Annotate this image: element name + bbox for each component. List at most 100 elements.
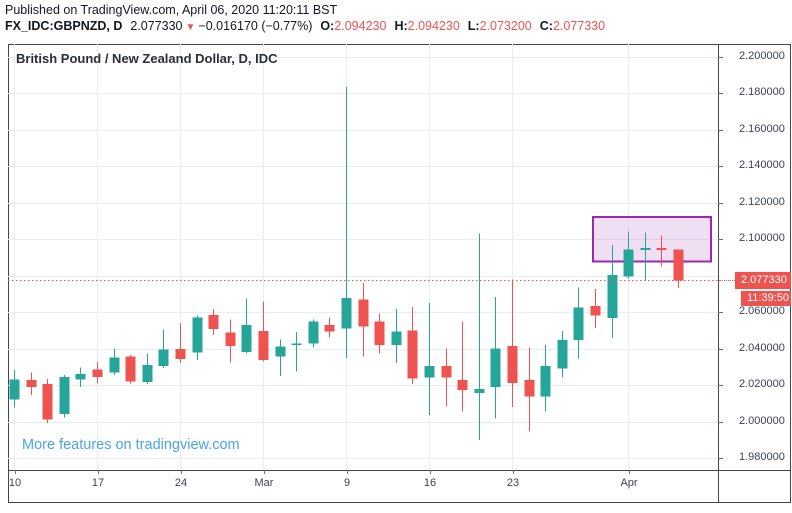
price-tick-label: 2.040000 (739, 342, 785, 354)
candle-body[interactable] (474, 389, 485, 394)
price-tick-mark (718, 312, 723, 313)
price-tick-mark (718, 203, 723, 204)
candle-body[interactable] (623, 249, 634, 277)
candle-body[interactable] (275, 346, 286, 357)
candle-body[interactable] (358, 299, 369, 327)
time-tick-mark (98, 470, 99, 474)
price-tick-label: 1.980000 (739, 451, 785, 463)
time-tick-mark (264, 470, 265, 474)
price-tick-label: 2.200000 (739, 50, 785, 62)
candle-body[interactable] (175, 349, 186, 360)
candle-body[interactable] (607, 275, 618, 319)
candle-body[interactable] (557, 340, 568, 369)
candle-body[interactable] (142, 365, 153, 382)
time-tick-label: Mar (254, 477, 274, 489)
time-tick-mark (430, 470, 431, 474)
candle-body[interactable] (92, 369, 103, 377)
chart-title: British Pound / New Zealand Dollar, D, I… (16, 51, 278, 66)
time-tick-label: 17 (91, 477, 105, 489)
candle-body[interactable] (507, 346, 518, 383)
candle-body[interactable] (291, 343, 302, 345)
price-chart-canvas[interactable] (8, 44, 718, 470)
candle-body[interactable] (391, 331, 402, 345)
candle-body[interactable] (374, 321, 385, 345)
time-tick-mark (15, 470, 16, 474)
close-label: C: (539, 19, 553, 33)
price-tick-label: 2.120000 (739, 196, 785, 208)
candle-body[interactable] (109, 357, 120, 373)
low-value: 2.073200 (479, 19, 532, 33)
price-tick-label: 2.160000 (739, 123, 785, 135)
time-tick-label: 16 (423, 477, 437, 489)
candle-body[interactable] (42, 383, 53, 420)
candle-body[interactable] (640, 248, 651, 250)
price-tick-mark (718, 239, 723, 240)
down-arrow-icon: ▼ (185, 22, 196, 33)
candle-body[interactable] (656, 248, 667, 250)
price-line-axis-extension (719, 280, 735, 281)
open-value: 2.094230 (334, 19, 387, 33)
candle-body[interactable] (208, 315, 219, 329)
time-tick-label: 9 (343, 477, 351, 489)
price-tick-mark (718, 166, 723, 167)
high-value: 2.094230 (407, 19, 460, 33)
open-group: O:2.094230 (320, 19, 386, 33)
candle-body[interactable] (424, 366, 435, 378)
price-tick-label: 2.060000 (739, 305, 785, 317)
price-tick-mark (718, 57, 723, 58)
low-label: L: (467, 19, 480, 33)
candle-body[interactable] (407, 330, 418, 379)
annotation-rectangle[interactable] (592, 216, 712, 263)
candle-body[interactable] (125, 356, 136, 382)
price-tick-label: 2.000000 (739, 415, 785, 427)
time-tick-mark (513, 470, 514, 474)
tradingview-watermark-link[interactable]: More features on tradingview.com (22, 437, 240, 453)
time-axis-divider (8, 470, 791, 471)
price-tick-mark (718, 422, 723, 423)
candle-body[interactable] (258, 331, 269, 360)
time-tick-label: Apr (620, 477, 638, 489)
price-tick-label: 2.020000 (739, 378, 785, 390)
candle-body[interactable] (524, 379, 535, 397)
price-tick-mark (718, 130, 723, 131)
high-group: H:2.094230 (394, 19, 459, 33)
candle-body[interactable] (241, 325, 252, 352)
price-tick-mark (718, 458, 723, 459)
candle-body[interactable] (26, 379, 37, 388)
symbol-status-line: FX_IDC:GBPNZD, D 2.077330 ▼ −0.016170 (−0.7… (5, 19, 605, 33)
price-tick-label: 2.140000 (739, 159, 785, 171)
candle-body[interactable] (75, 374, 86, 380)
candle-body[interactable] (59, 376, 70, 414)
candle-body[interactable] (441, 366, 452, 378)
price-change: −0.016170 (−0.77%) (198, 19, 313, 33)
price-tick-label: 2.100000 (739, 232, 785, 244)
high-label: H: (394, 19, 408, 33)
candle-body[interactable] (158, 349, 169, 367)
time-tick-label: 24 (174, 477, 188, 489)
price-tick-label: 2.180000 (739, 86, 785, 98)
last-price: 2.077330 (130, 19, 183, 33)
candle-countdown: 11:39:50 (741, 291, 791, 306)
candle-body[interactable] (225, 332, 236, 346)
time-tick-mark (629, 470, 630, 474)
candle-body[interactable] (573, 307, 584, 340)
close-group: C:2.077330 (540, 19, 605, 33)
low-group: L:2.073200 (468, 19, 532, 33)
candle-body[interactable] (590, 306, 601, 316)
candle-body[interactable] (324, 325, 335, 332)
candle-body[interactable] (457, 379, 468, 390)
price-tick-mark (718, 93, 723, 94)
candle-body[interactable] (308, 321, 319, 344)
candle-body[interactable] (540, 366, 551, 397)
countdown-value: 11:39:50 (747, 292, 790, 304)
open-label: O: (320, 19, 335, 33)
time-tick-label: 10 (8, 477, 22, 489)
candle-body[interactable] (673, 249, 684, 281)
candle-body[interactable] (341, 298, 352, 329)
current-price-value: 2.077330 (741, 274, 787, 286)
candle-body[interactable] (192, 317, 203, 353)
candle-body[interactable] (9, 379, 20, 400)
candle-body[interactable] (490, 348, 501, 387)
time-tick-label: 23 (506, 477, 520, 489)
